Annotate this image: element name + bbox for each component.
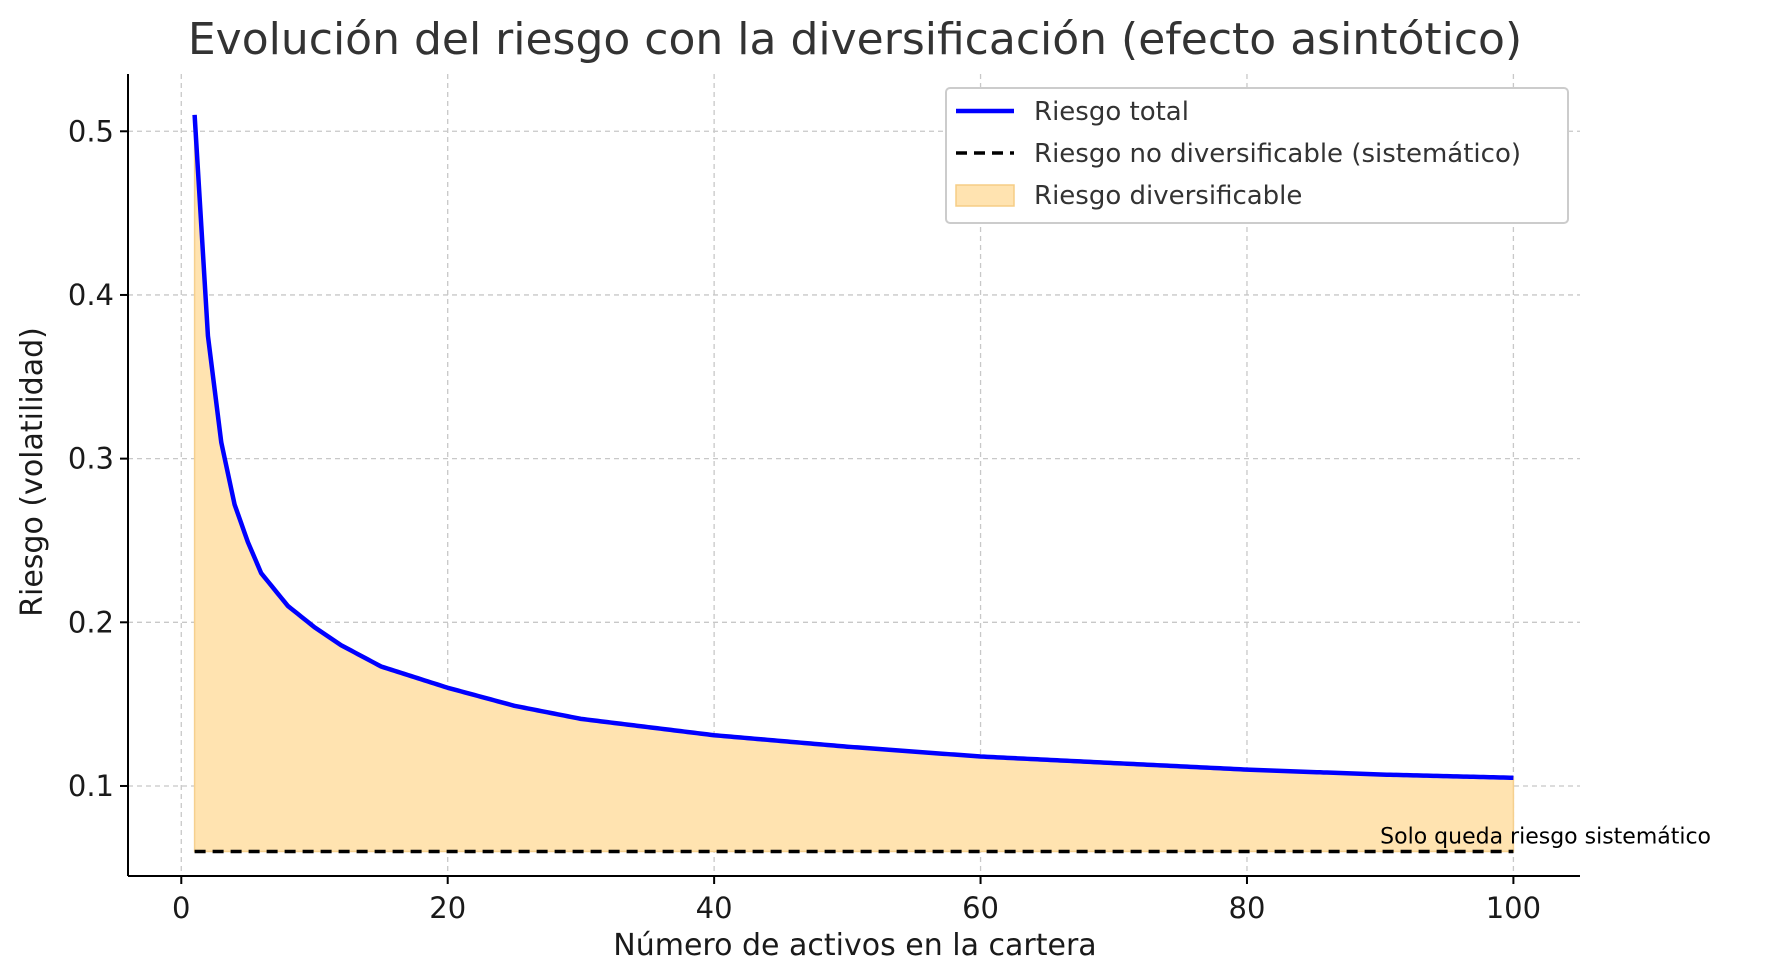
ticks: 0 20 40 60 80 100 0.1 0.2 0.3 0.4 0.5 [68,114,1541,925]
annotation-systematic-risk: Solo queda riesgo sistemático [1380,824,1711,849]
total-risk-line [192,114,1514,781]
legend-label-total-risk: Riesgo total [1034,97,1189,127]
axes [127,74,1580,877]
y-axis-title: Riesgo (volatilidad) [15,327,50,617]
x-tick-label-4: 80 [1229,891,1266,925]
x-tick-label-1: 20 [429,891,466,925]
legend-box [945,87,1569,224]
y-tick-label-4: 0.5 [68,114,114,148]
x-tick-label-2: 40 [696,891,733,925]
diversifiable-risk-area-layer [193,114,1515,853]
y-tick-label-1: 0.2 [68,605,114,639]
legend-label-diversifiable-risk: Riesgo diversificable [1034,181,1302,211]
legend-label-systematic-risk: Riesgo no diversificable (sistemático) [1034,139,1521,169]
y-tick-label-3: 0.4 [68,278,114,312]
x-axis-title: Número de activos en la cartera [613,928,1096,963]
x-tick-label-3: 60 [962,891,999,925]
series-layer [192,114,1514,854]
legend-swatch-diversifiable-risk [955,184,1015,207]
x-tick-label-5: 100 [1486,891,1541,925]
diversifiable-risk-area [193,114,1515,853]
chart-title: Evolución del riesgo con la diversificac… [188,14,1522,65]
y-tick-label-0: 0.1 [68,769,114,803]
y-tick-label-2: 0.3 [68,442,114,476]
legend: Riesgo total Riesgo no diversificable (s… [945,87,1569,224]
x-tick-label-0: 0 [172,891,190,925]
